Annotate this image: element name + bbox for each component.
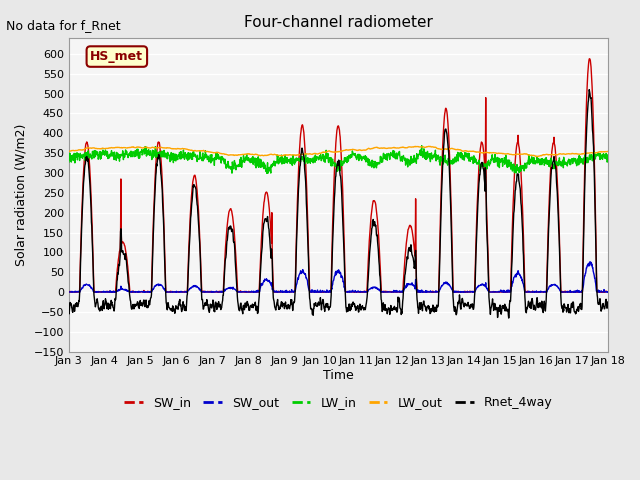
Text: No data for f_Rnet: No data for f_Rnet bbox=[6, 19, 121, 32]
Title: Four-channel radiometer: Four-channel radiometer bbox=[244, 15, 433, 30]
X-axis label: Time: Time bbox=[323, 369, 353, 382]
Y-axis label: Solar radiation (W/m2): Solar radiation (W/m2) bbox=[15, 124, 28, 266]
Text: HS_met: HS_met bbox=[90, 50, 143, 63]
Legend: SW_in, SW_out, LW_in, LW_out, Rnet_4way: SW_in, SW_out, LW_in, LW_out, Rnet_4way bbox=[119, 391, 557, 414]
